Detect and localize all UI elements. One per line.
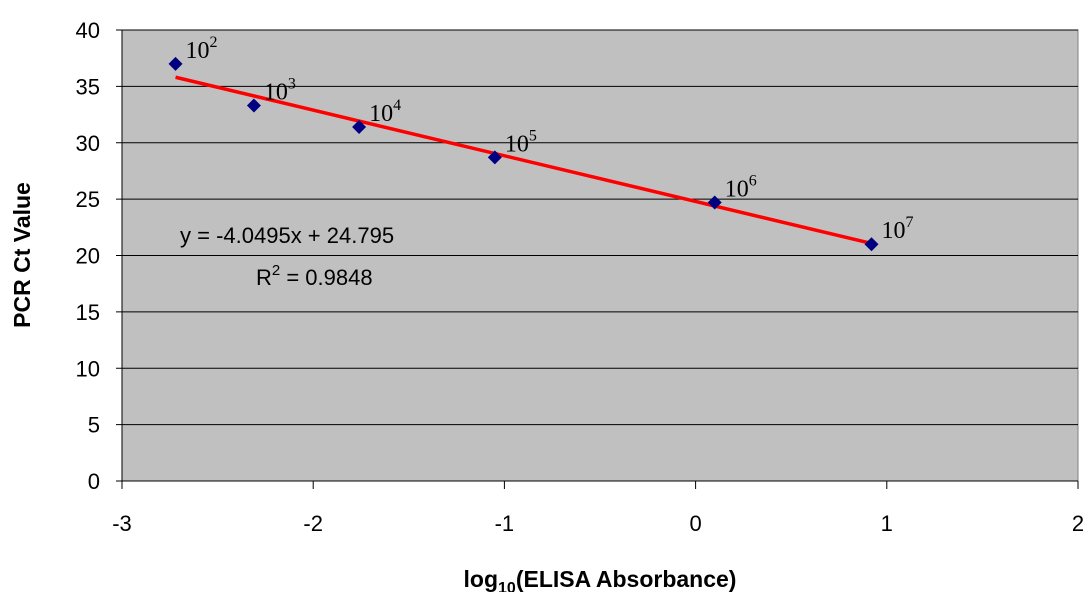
- point: [168, 56, 183, 71]
- r2-exp: 2: [272, 262, 280, 279]
- y-axis-label: PCR Ct Value: [9, 182, 35, 328]
- point: [246, 98, 261, 113]
- x-tick-label: 1: [881, 511, 893, 536]
- point: [707, 195, 722, 210]
- y-tick-label: 10: [76, 356, 100, 381]
- point: [864, 237, 879, 252]
- y-tick-label: 40: [76, 18, 100, 43]
- point-label: 105: [505, 127, 537, 157]
- point-label: 102: [186, 34, 218, 64]
- x-tick-label: 0: [689, 511, 701, 536]
- point: [487, 150, 502, 165]
- x-label-base: log: [464, 566, 499, 592]
- point-label: 103: [264, 76, 296, 106]
- point-label-base: 10: [264, 80, 288, 106]
- y-tick-label: 30: [76, 131, 100, 156]
- r-squared: R2 = 0.9848: [256, 262, 373, 290]
- trendline: [175, 75, 872, 246]
- point: [352, 119, 367, 134]
- point-label-exp: 5: [529, 127, 537, 144]
- x-axis-label: log10(ELISA Absorbance): [464, 566, 737, 592]
- y-tick-label: 20: [76, 244, 100, 269]
- y-tick-label: 5: [88, 413, 100, 438]
- point-label-exp: 2: [210, 34, 218, 51]
- y-tick-label: 25: [76, 187, 100, 212]
- x-tick-label: 2: [1072, 511, 1084, 536]
- y-tick-label: 0: [88, 469, 100, 494]
- r2-rest: = 0.9848: [280, 265, 372, 290]
- point-label-base: 10: [882, 218, 906, 244]
- point-label-exp: 6: [749, 173, 757, 190]
- point-label: 107: [882, 214, 914, 244]
- point-label-exp: 4: [393, 97, 401, 114]
- point-label-base: 10: [505, 131, 529, 157]
- x-label-sub: 10: [498, 580, 516, 592]
- point-label-base: 10: [725, 177, 749, 203]
- trend-equation: y = -4.0495x + 24.795: [180, 223, 394, 248]
- point-label-exp: 7: [906, 214, 914, 231]
- x-tick-label: -3: [112, 511, 132, 536]
- point-label-base: 10: [186, 38, 210, 64]
- point-label-exp: 3: [288, 76, 296, 93]
- x-tick-label: -2: [303, 511, 323, 536]
- point-label: 104: [369, 97, 401, 127]
- y-tick-label: 35: [76, 74, 100, 99]
- y-tick-label: 15: [76, 300, 100, 325]
- point-label: 106: [725, 173, 757, 203]
- r2-base: R: [256, 265, 272, 290]
- x-label-rest: (ELISA Absorbance): [516, 566, 737, 592]
- point-label-base: 10: [369, 101, 393, 127]
- x-tick-label: -1: [495, 511, 515, 536]
